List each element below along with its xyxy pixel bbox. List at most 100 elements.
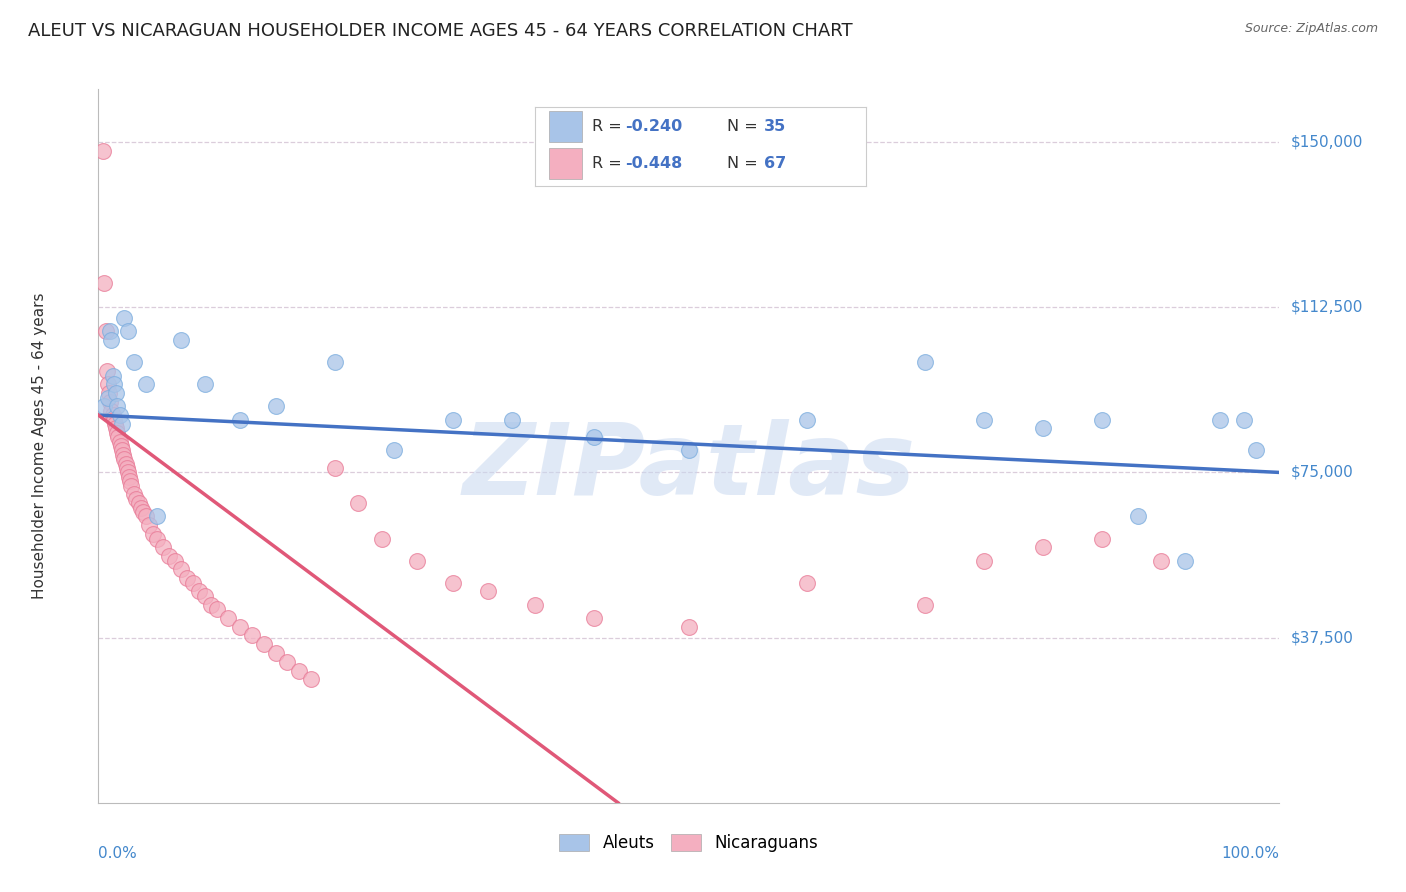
Point (93, 400, 115, 414)
Point (132, 505, 155, 519)
Point (240, 628, 263, 642)
Text: 35: 35 (763, 120, 786, 134)
Point (914, 355, 936, 369)
Point (678, 619, 700, 633)
Point (194, 377, 217, 392)
Text: $150,000: $150,000 (1291, 135, 1362, 150)
Text: -0.240: -0.240 (624, 120, 682, 134)
Point (914, 598, 936, 612)
Point (93, 276, 115, 290)
Point (146, 509, 169, 524)
Point (1209, 412, 1232, 426)
Point (382, 443, 405, 458)
Point (100, 403, 122, 417)
Point (973, 412, 995, 426)
Point (441, 575, 464, 590)
Point (114, 457, 136, 471)
Point (98, 325, 121, 339)
Point (477, 584, 499, 599)
Point (117, 325, 139, 339)
Point (1174, 553, 1197, 567)
Point (108, 434, 131, 449)
Point (583, 430, 606, 444)
Text: ALEUT VS NICARAGUAN HOUSEHOLDER INCOME AGES 45 - 64 YEARS CORRELATION CHART: ALEUT VS NICARAGUAN HOUSEHOLDER INCOME A… (28, 22, 853, 40)
FancyBboxPatch shape (548, 111, 582, 143)
Point (1032, 541, 1054, 555)
Point (253, 637, 276, 651)
Point (347, 496, 370, 510)
Point (122, 487, 145, 501)
Point (94, 325, 117, 339)
Point (276, 655, 298, 669)
Point (406, 553, 429, 567)
Point (1150, 553, 1173, 567)
Point (128, 496, 150, 510)
Point (105, 400, 128, 414)
Point (135, 509, 157, 524)
Point (1091, 532, 1114, 546)
Point (288, 664, 311, 678)
Point (138, 518, 160, 533)
Text: N =: N = (727, 156, 763, 171)
Point (323, 355, 346, 369)
Point (264, 400, 287, 414)
Point (142, 527, 165, 541)
Point (229, 619, 252, 633)
Point (205, 602, 228, 616)
Point (91, 144, 114, 158)
Point (152, 541, 174, 555)
Point (122, 355, 145, 369)
Point (121, 478, 143, 492)
Point (117, 466, 139, 480)
Point (229, 412, 252, 426)
Point (524, 598, 547, 612)
Point (111, 417, 134, 431)
FancyBboxPatch shape (548, 148, 582, 179)
Point (194, 589, 217, 603)
Point (1126, 509, 1149, 524)
Point (157, 549, 180, 563)
Point (181, 575, 204, 590)
Point (98, 386, 121, 401)
Point (200, 598, 222, 612)
Text: R =: R = (592, 120, 627, 134)
Text: $112,500: $112,500 (1291, 300, 1362, 315)
Point (112, 311, 135, 326)
Point (1244, 443, 1267, 458)
Point (323, 461, 346, 475)
Point (501, 412, 523, 426)
Point (371, 532, 394, 546)
Point (97, 377, 120, 392)
Point (135, 377, 157, 392)
Point (105, 421, 128, 435)
Point (103, 377, 125, 392)
Point (96, 364, 118, 378)
Point (176, 571, 198, 585)
Point (165, 553, 187, 567)
Point (97, 391, 120, 405)
Point (796, 412, 818, 426)
Point (105, 425, 128, 440)
Point (441, 412, 464, 426)
Point (299, 673, 322, 687)
Legend: Aleuts, Nicaraguans: Aleuts, Nicaraguans (553, 827, 825, 859)
Text: -0.448: -0.448 (624, 156, 682, 171)
Point (264, 646, 287, 660)
Point (104, 417, 127, 431)
Text: 0.0%: 0.0% (98, 846, 138, 861)
Text: 100.0%: 100.0% (1222, 846, 1279, 861)
Point (187, 584, 209, 599)
Point (120, 475, 142, 489)
Point (129, 500, 152, 515)
Point (115, 461, 138, 475)
Point (125, 491, 148, 506)
Point (1233, 412, 1256, 426)
Text: R =: R = (592, 156, 627, 171)
Point (98, 395, 121, 409)
Point (105, 386, 128, 401)
Point (100, 333, 122, 347)
Point (112, 452, 135, 467)
Point (1091, 412, 1114, 426)
Point (107, 430, 129, 444)
Point (112, 448, 135, 462)
